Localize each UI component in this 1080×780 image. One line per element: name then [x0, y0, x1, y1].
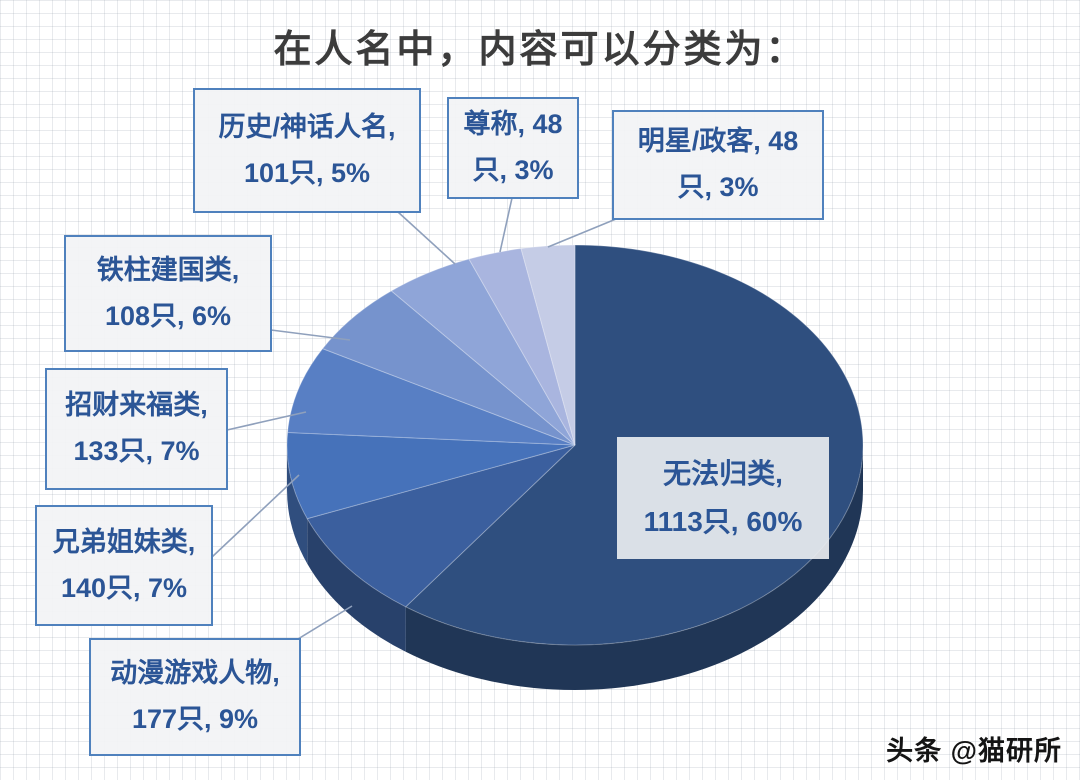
- callout-history: 历史/神话人名, 101只, 5%: [193, 88, 421, 213]
- callout-honorific: 尊称, 48 只, 3%: [447, 97, 579, 199]
- callout-line: 101只, 5%: [243, 157, 371, 188]
- callout-line: 招财来福类,: [65, 390, 208, 421]
- callout-tiezhu: 铁柱建国类, 108只, 6%: [64, 235, 272, 352]
- callout-anime: 动漫游戏人物, 177只, 9%: [89, 638, 301, 756]
- callout-line: 历史/神话人名,: [218, 111, 396, 142]
- callout-line: 140只, 7%: [60, 572, 188, 603]
- callout-celebrity: 明星/政客, 48 只, 3%: [612, 110, 824, 220]
- callout-line: 无法归类,: [663, 458, 783, 490]
- pie-slice: [520, 244, 576, 446]
- pie-slice-side: [405, 445, 864, 690]
- callout-line: 尊称, 48: [463, 109, 563, 140]
- callout-zhaocai: 招财来福类, 133只, 7%: [45, 368, 228, 490]
- callout-siblings: 兄弟姐妹类, 140只, 7%: [35, 505, 213, 626]
- pie-slice-side: [287, 445, 308, 564]
- pie-slice: [468, 247, 576, 446]
- callout-line: 只, 3%: [472, 155, 554, 185]
- leader-line: [397, 211, 456, 265]
- callout-unclassified: 无法归类, 1113只, 60%: [617, 437, 829, 559]
- leader-line: [270, 329, 351, 341]
- watermark-credit: 头条 @猫研所: [886, 736, 1062, 766]
- pie-slice: [321, 290, 576, 446]
- callout-line: 108只, 6%: [104, 300, 232, 331]
- callout-line: 只, 3%: [677, 172, 759, 202]
- leader-line: [226, 411, 307, 431]
- leader-line: [297, 605, 353, 640]
- callout-line: 铁柱建国类,: [96, 254, 240, 285]
- pie-slice: [306, 444, 576, 608]
- callout-line: 177只, 9%: [131, 704, 259, 734]
- leader-line: [499, 197, 513, 253]
- callout-line: 动漫游戏人物,: [110, 658, 280, 689]
- pie-slice: [390, 258, 576, 446]
- callout-line: 1113只, 60%: [643, 506, 803, 537]
- pie-slice-side: [307, 518, 406, 652]
- callout-line: 明星/政客, 48: [637, 126, 799, 157]
- pie-slice: [287, 348, 576, 446]
- leader-line: [211, 474, 300, 558]
- callout-line: 兄弟姐妹类,: [52, 526, 196, 557]
- callout-line: 133只, 7%: [73, 436, 200, 466]
- leader-line: [547, 218, 617, 248]
- pie-slice: [286, 431, 576, 520]
- chart-title: 在人名中，内容可以分类为：: [273, 29, 807, 71]
